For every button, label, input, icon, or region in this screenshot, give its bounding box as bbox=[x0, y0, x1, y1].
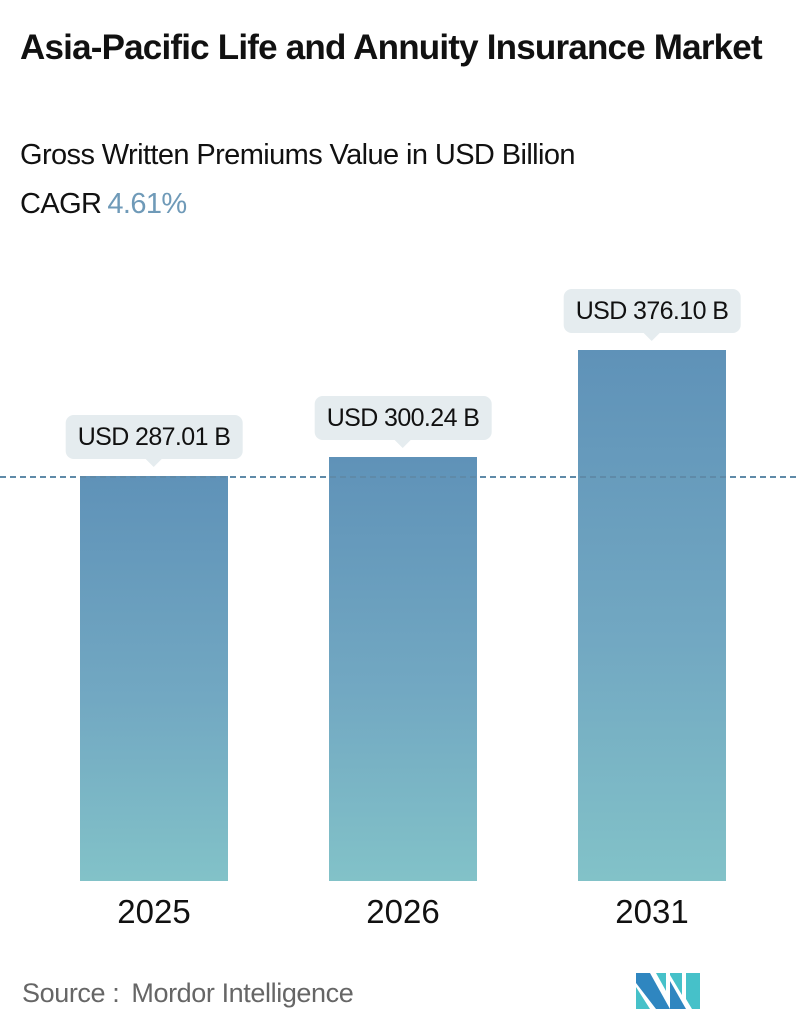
source-value: Mordor Intelligence bbox=[131, 978, 354, 1008]
bar-2025 bbox=[80, 476, 228, 881]
source-line: Source : Mordor Intelligence bbox=[22, 978, 354, 1009]
reference-dashed-line bbox=[0, 476, 796, 478]
x-tick-2025: 2025 bbox=[117, 893, 191, 930]
chart-subtitle: Gross Written Premiums Value in USD Bill… bbox=[20, 139, 576, 171]
data-label-2025: USD 287.01 B bbox=[65, 415, 243, 467]
data-label-2031: USD 376.10 B bbox=[563, 289, 741, 341]
cagr-label: CAGR bbox=[20, 188, 102, 220]
x-tick-2026: 2026 bbox=[366, 893, 440, 930]
chart-title: Asia-Pacific Life and Annuity Insurance … bbox=[20, 28, 763, 67]
x-tick-2031: 2031 bbox=[615, 893, 689, 930]
bar-2031 bbox=[578, 350, 726, 881]
bar-2026 bbox=[329, 457, 477, 881]
mordor-intelligence-logo-icon bbox=[636, 973, 700, 1009]
cagr-value: 4.61% bbox=[107, 188, 187, 220]
data-label-2026: USD 300.24 B bbox=[314, 396, 492, 448]
source-label: Source : bbox=[22, 978, 120, 1008]
cagr-line: CAGR 4.61% bbox=[20, 188, 187, 221]
